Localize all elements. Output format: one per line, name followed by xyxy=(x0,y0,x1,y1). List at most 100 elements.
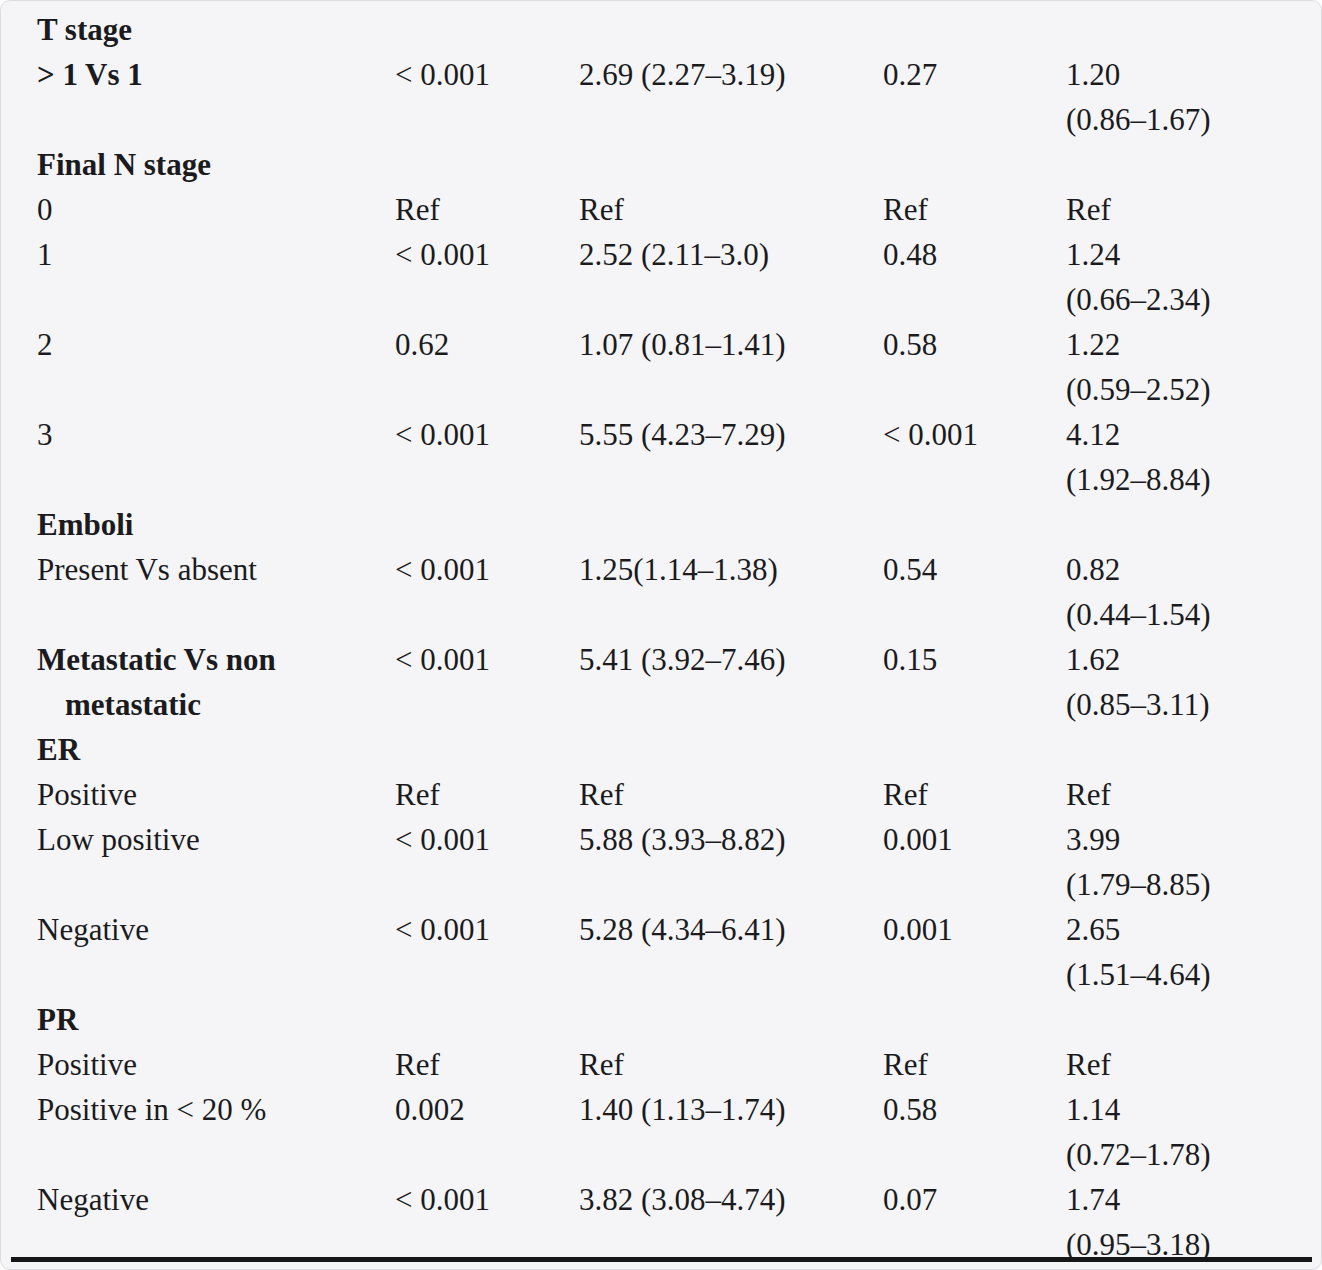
row-label: 1 xyxy=(37,232,395,277)
hazard-ratio-univariate: 3.82 (3.08–4.74) xyxy=(579,1177,883,1222)
hazard-ratio-multivariate: Ref xyxy=(1066,1042,1301,1087)
table-row: Negative< 0.0015.28 (4.34–6.41)0.0012.65… xyxy=(37,907,1301,997)
hr-estimate: 1.20 xyxy=(1066,52,1301,97)
hr-estimate: 1.62 xyxy=(1066,637,1301,682)
hazard-ratio-multivariate: 0.82(0.44–1.54) xyxy=(1066,547,1301,637)
hr-confidence-interval: (0.72–1.78) xyxy=(1066,1132,1301,1177)
row-label: Low positive xyxy=(37,817,395,862)
results-table: T stage> 1 Vs 1< 0.0012.69 (2.27–3.19)0.… xyxy=(1,1,1321,1267)
table-row: Metastatic Vs non metastatic< 0.0015.41 … xyxy=(37,637,1301,727)
paper-table-page: T stage> 1 Vs 1< 0.0012.69 (2.27–3.19)0.… xyxy=(0,0,1322,1270)
section-row: Final N stage xyxy=(37,142,1301,187)
p-value-multivariate: 0.58 xyxy=(883,1087,1066,1132)
hazard-ratio-multivariate: 1.74(0.95–3.18) xyxy=(1066,1177,1301,1267)
hazard-ratio-univariate: 1.40 (1.13–1.74) xyxy=(579,1087,883,1132)
p-value-multivariate: 0.54 xyxy=(883,547,1066,592)
hazard-ratio-univariate: 5.41 (3.92–7.46) xyxy=(579,637,883,682)
hr-estimate: Ref xyxy=(1066,772,1301,817)
row-label: Positive xyxy=(37,1042,395,1087)
hazard-ratio-multivariate: 1.20(0.86–1.67) xyxy=(1066,52,1301,142)
row-label: Positive in < 20 % xyxy=(37,1087,395,1132)
p-value-univariate: < 0.001 xyxy=(395,232,579,277)
hazard-ratio-multivariate: 3.99(1.79–8.85) xyxy=(1066,817,1301,907)
p-value-multivariate: 0.07 xyxy=(883,1177,1066,1222)
p-value-univariate: < 0.001 xyxy=(395,547,579,592)
hr-estimate: Ref xyxy=(1066,187,1301,232)
p-value-multivariate: Ref xyxy=(883,1042,1066,1087)
p-value-multivariate: 0.001 xyxy=(883,817,1066,862)
row-label: 2 xyxy=(37,322,395,367)
hazard-ratio-multivariate: 2.65(1.51–4.64) xyxy=(1066,907,1301,997)
hazard-ratio-univariate: 1.25(1.14–1.38) xyxy=(579,547,883,592)
hazard-ratio-multivariate: 1.22(0.59–2.52) xyxy=(1066,322,1301,412)
row-label: Present Vs absent xyxy=(37,547,395,592)
section-row: PR xyxy=(37,997,1301,1042)
hr-estimate: 0.82 xyxy=(1066,547,1301,592)
hazard-ratio-univariate: 1.07 (0.81–1.41) xyxy=(579,322,883,367)
p-value-multivariate: 0.27 xyxy=(883,52,1066,97)
p-value-univariate: 0.62 xyxy=(395,322,579,367)
hazard-ratio-multivariate: Ref xyxy=(1066,187,1301,232)
p-value-univariate: < 0.001 xyxy=(395,52,579,97)
p-value-univariate: Ref xyxy=(395,1042,579,1087)
table-row: 3< 0.0015.55 (4.23–7.29)< 0.0014.12(1.92… xyxy=(37,412,1301,502)
row-label: Negative xyxy=(37,1177,395,1222)
table-row: PositiveRefRefRefRef xyxy=(37,1042,1301,1087)
table-row: Present Vs absent< 0.0011.25(1.14–1.38)0… xyxy=(37,547,1301,637)
table-row: Positive in < 20 %0.0021.40 (1.13–1.74)0… xyxy=(37,1087,1301,1177)
section-header-label: ER xyxy=(37,727,1301,772)
p-value-multivariate: 0.58 xyxy=(883,322,1066,367)
row-label: 0 xyxy=(37,187,395,232)
hazard-ratio-univariate: 2.69 (2.27–3.19) xyxy=(579,52,883,97)
hazard-ratio-univariate: Ref xyxy=(579,772,883,817)
hr-confidence-interval: (0.59–2.52) xyxy=(1066,367,1301,412)
hazard-ratio-multivariate: 1.14(0.72–1.78) xyxy=(1066,1087,1301,1177)
hazard-ratio-multivariate: 1.62(0.85–3.11) xyxy=(1066,637,1301,727)
row-label: Positive xyxy=(37,772,395,817)
hazard-ratio-multivariate: Ref xyxy=(1066,772,1301,817)
table-row: 1< 0.0012.52 (2.11–3.0)0.481.24(0.66–2.3… xyxy=(37,232,1301,322)
table-row: Low positive< 0.0015.88 (3.93–8.82)0.001… xyxy=(37,817,1301,907)
hazard-ratio-univariate: 5.28 (4.34–6.41) xyxy=(579,907,883,952)
hazard-ratio-univariate: 2.52 (2.11–3.0) xyxy=(579,232,883,277)
section-row: T stage xyxy=(37,7,1301,52)
p-value-univariate: < 0.001 xyxy=(395,412,579,457)
p-value-multivariate: 0.001 xyxy=(883,907,1066,952)
hazard-ratio-univariate: 5.55 (4.23–7.29) xyxy=(579,412,883,457)
p-value-univariate: Ref xyxy=(395,772,579,817)
hr-estimate: 3.99 xyxy=(1066,817,1301,862)
table-row: 0RefRefRefRef xyxy=(37,187,1301,232)
hr-estimate: 4.12 xyxy=(1066,412,1301,457)
table-bottom-rule xyxy=(11,1257,1312,1262)
section-header-label: Final N stage xyxy=(37,142,1301,187)
table-row: 20.621.07 (0.81–1.41)0.581.22(0.59–2.52) xyxy=(37,322,1301,412)
row-label: Metastatic Vs non metastatic xyxy=(37,637,395,727)
table-row: > 1 Vs 1< 0.0012.69 (2.27–3.19)0.271.20(… xyxy=(37,52,1301,142)
hr-estimate: 2.65 xyxy=(1066,907,1301,952)
row-label: 3 xyxy=(37,412,395,457)
hazard-ratio-univariate: 5.88 (3.93–8.82) xyxy=(579,817,883,862)
section-row: Emboli xyxy=(37,502,1301,547)
hr-confidence-interval: (1.51–4.64) xyxy=(1066,952,1301,997)
section-header-label: Emboli xyxy=(37,502,1301,547)
row-label: > 1 Vs 1 xyxy=(37,52,395,97)
hr-estimate: Ref xyxy=(1066,1042,1301,1087)
hr-confidence-interval: (1.79–8.85) xyxy=(1066,862,1301,907)
section-row: ER xyxy=(37,727,1301,772)
row-label: Negative xyxy=(37,907,395,952)
section-header-label: PR xyxy=(37,997,1301,1042)
hr-confidence-interval: (0.44–1.54) xyxy=(1066,592,1301,637)
hr-estimate: 1.22 xyxy=(1066,322,1301,367)
hr-estimate: 1.14 xyxy=(1066,1087,1301,1132)
hr-confidence-interval: (0.66–2.34) xyxy=(1066,277,1301,322)
p-value-univariate: < 0.001 xyxy=(395,637,579,682)
hr-confidence-interval: (1.92–8.84) xyxy=(1066,457,1301,502)
table-row: PositiveRefRefRefRef xyxy=(37,772,1301,817)
p-value-univariate: < 0.001 xyxy=(395,1177,579,1222)
p-value-multivariate: < 0.001 xyxy=(883,412,1066,457)
hr-confidence-interval: (0.86–1.67) xyxy=(1066,97,1301,142)
p-value-multivariate: Ref xyxy=(883,187,1066,232)
hazard-ratio-multivariate: 1.24(0.66–2.34) xyxy=(1066,232,1301,322)
p-value-multivariate: Ref xyxy=(883,772,1066,817)
hr-estimate: 1.24 xyxy=(1066,232,1301,277)
